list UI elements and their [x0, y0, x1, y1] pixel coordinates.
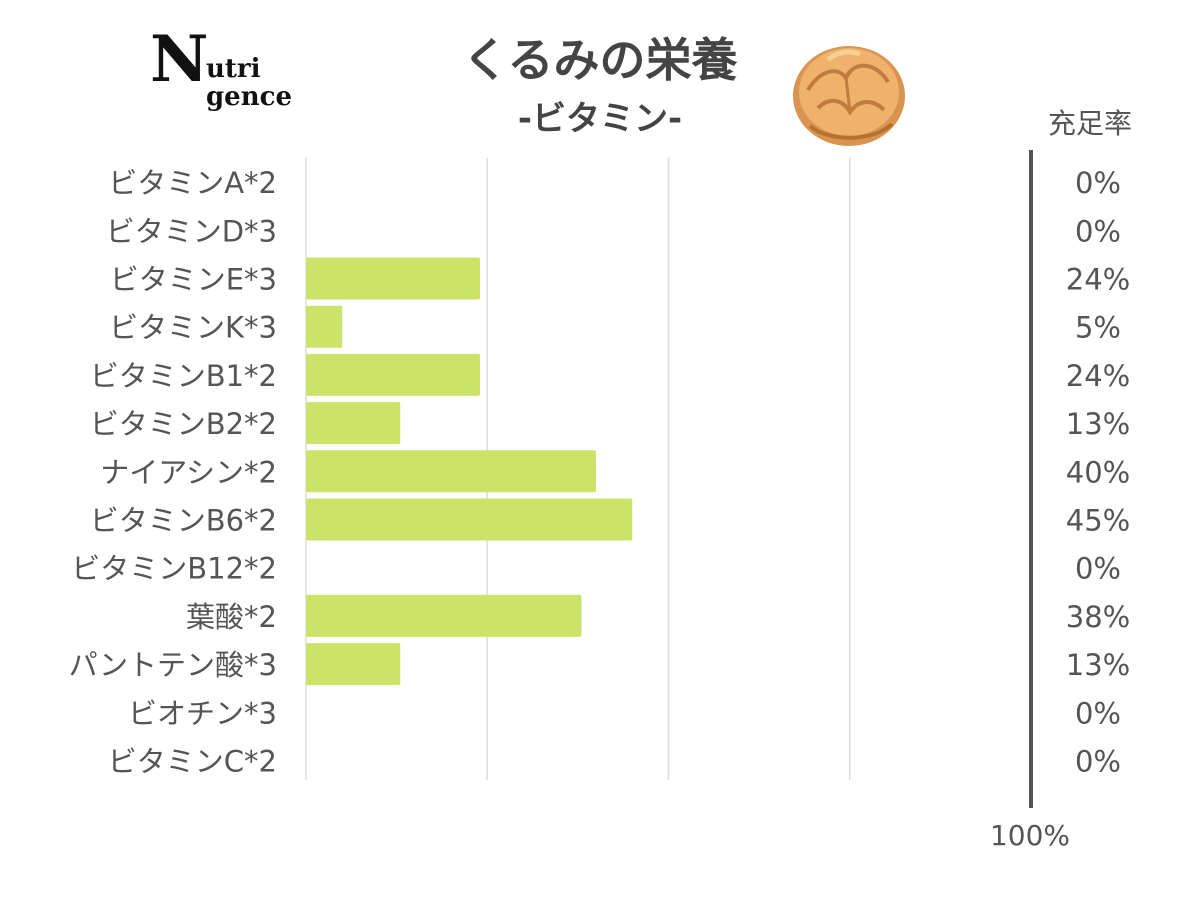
value-label: 0%	[1075, 696, 1121, 730]
category-label: ビタミンB2*2	[90, 407, 277, 441]
bar	[306, 402, 401, 445]
bar	[306, 450, 596, 493]
value-label: 5%	[1075, 311, 1121, 345]
category-label: ビタミンB12*2	[71, 552, 277, 586]
category-label: ビタミンC*2	[108, 745, 277, 779]
category-label: パントテン酸*3	[69, 648, 277, 682]
value-label: 38%	[1066, 600, 1130, 634]
value-label: 0%	[1075, 166, 1121, 200]
bar	[306, 353, 480, 396]
value-labels: 0% 0% 24% 5% 24% 13% 40% 45% 0% 38% 13% 0% 0%	[1066, 166, 1130, 778]
walnut-icon	[793, 46, 905, 146]
max-value-label: 100%	[989, 819, 1071, 852]
category-label: ビタミンB1*2	[90, 359, 277, 393]
page-title: くるみの栄養	[462, 33, 738, 87]
category-label: 葉酸*2	[186, 600, 277, 634]
value-label: 0%	[1075, 745, 1121, 779]
bar	[306, 643, 401, 686]
fulfillment-rate-header: 充足率	[1047, 107, 1132, 140]
logo-letter-n: N	[150, 22, 209, 97]
value-label: 45%	[1066, 504, 1130, 538]
logo-line-2: gence	[206, 82, 292, 112]
bar	[306, 594, 582, 637]
value-label: 13%	[1066, 407, 1130, 441]
category-label: ビタミンD*3	[106, 214, 277, 248]
page-subtitle: -ビタミン-	[517, 99, 683, 139]
category-labels: ビタミンA*2 ビタミンD*3 ビタミンE*3 ビタミンK*3 ビタミンB1*2 ビタミン…	[69, 166, 277, 778]
category-label: ビタミンE*3	[110, 263, 277, 297]
value-label: 0%	[1075, 214, 1121, 248]
value-label: 0%	[1075, 552, 1121, 586]
value-label: 24%	[1066, 263, 1130, 297]
logo-line-1: utri	[206, 54, 261, 84]
category-label: ビオチン*3	[128, 696, 277, 730]
category-label: ビタミンA*2	[108, 166, 277, 200]
bar	[306, 257, 480, 300]
category-label: ビタミンK*3	[109, 311, 277, 345]
bars-layer	[306, 257, 633, 686]
bar	[306, 305, 343, 348]
value-label: 40%	[1066, 455, 1130, 489]
brand-logo: N utri gence	[150, 28, 315, 133]
value-label: 24%	[1066, 359, 1130, 393]
category-label: ナイアシン*2	[100, 455, 277, 489]
value-label: 13%	[1066, 648, 1130, 682]
bar	[306, 498, 633, 541]
category-label: ビタミンB6*2	[90, 504, 277, 538]
